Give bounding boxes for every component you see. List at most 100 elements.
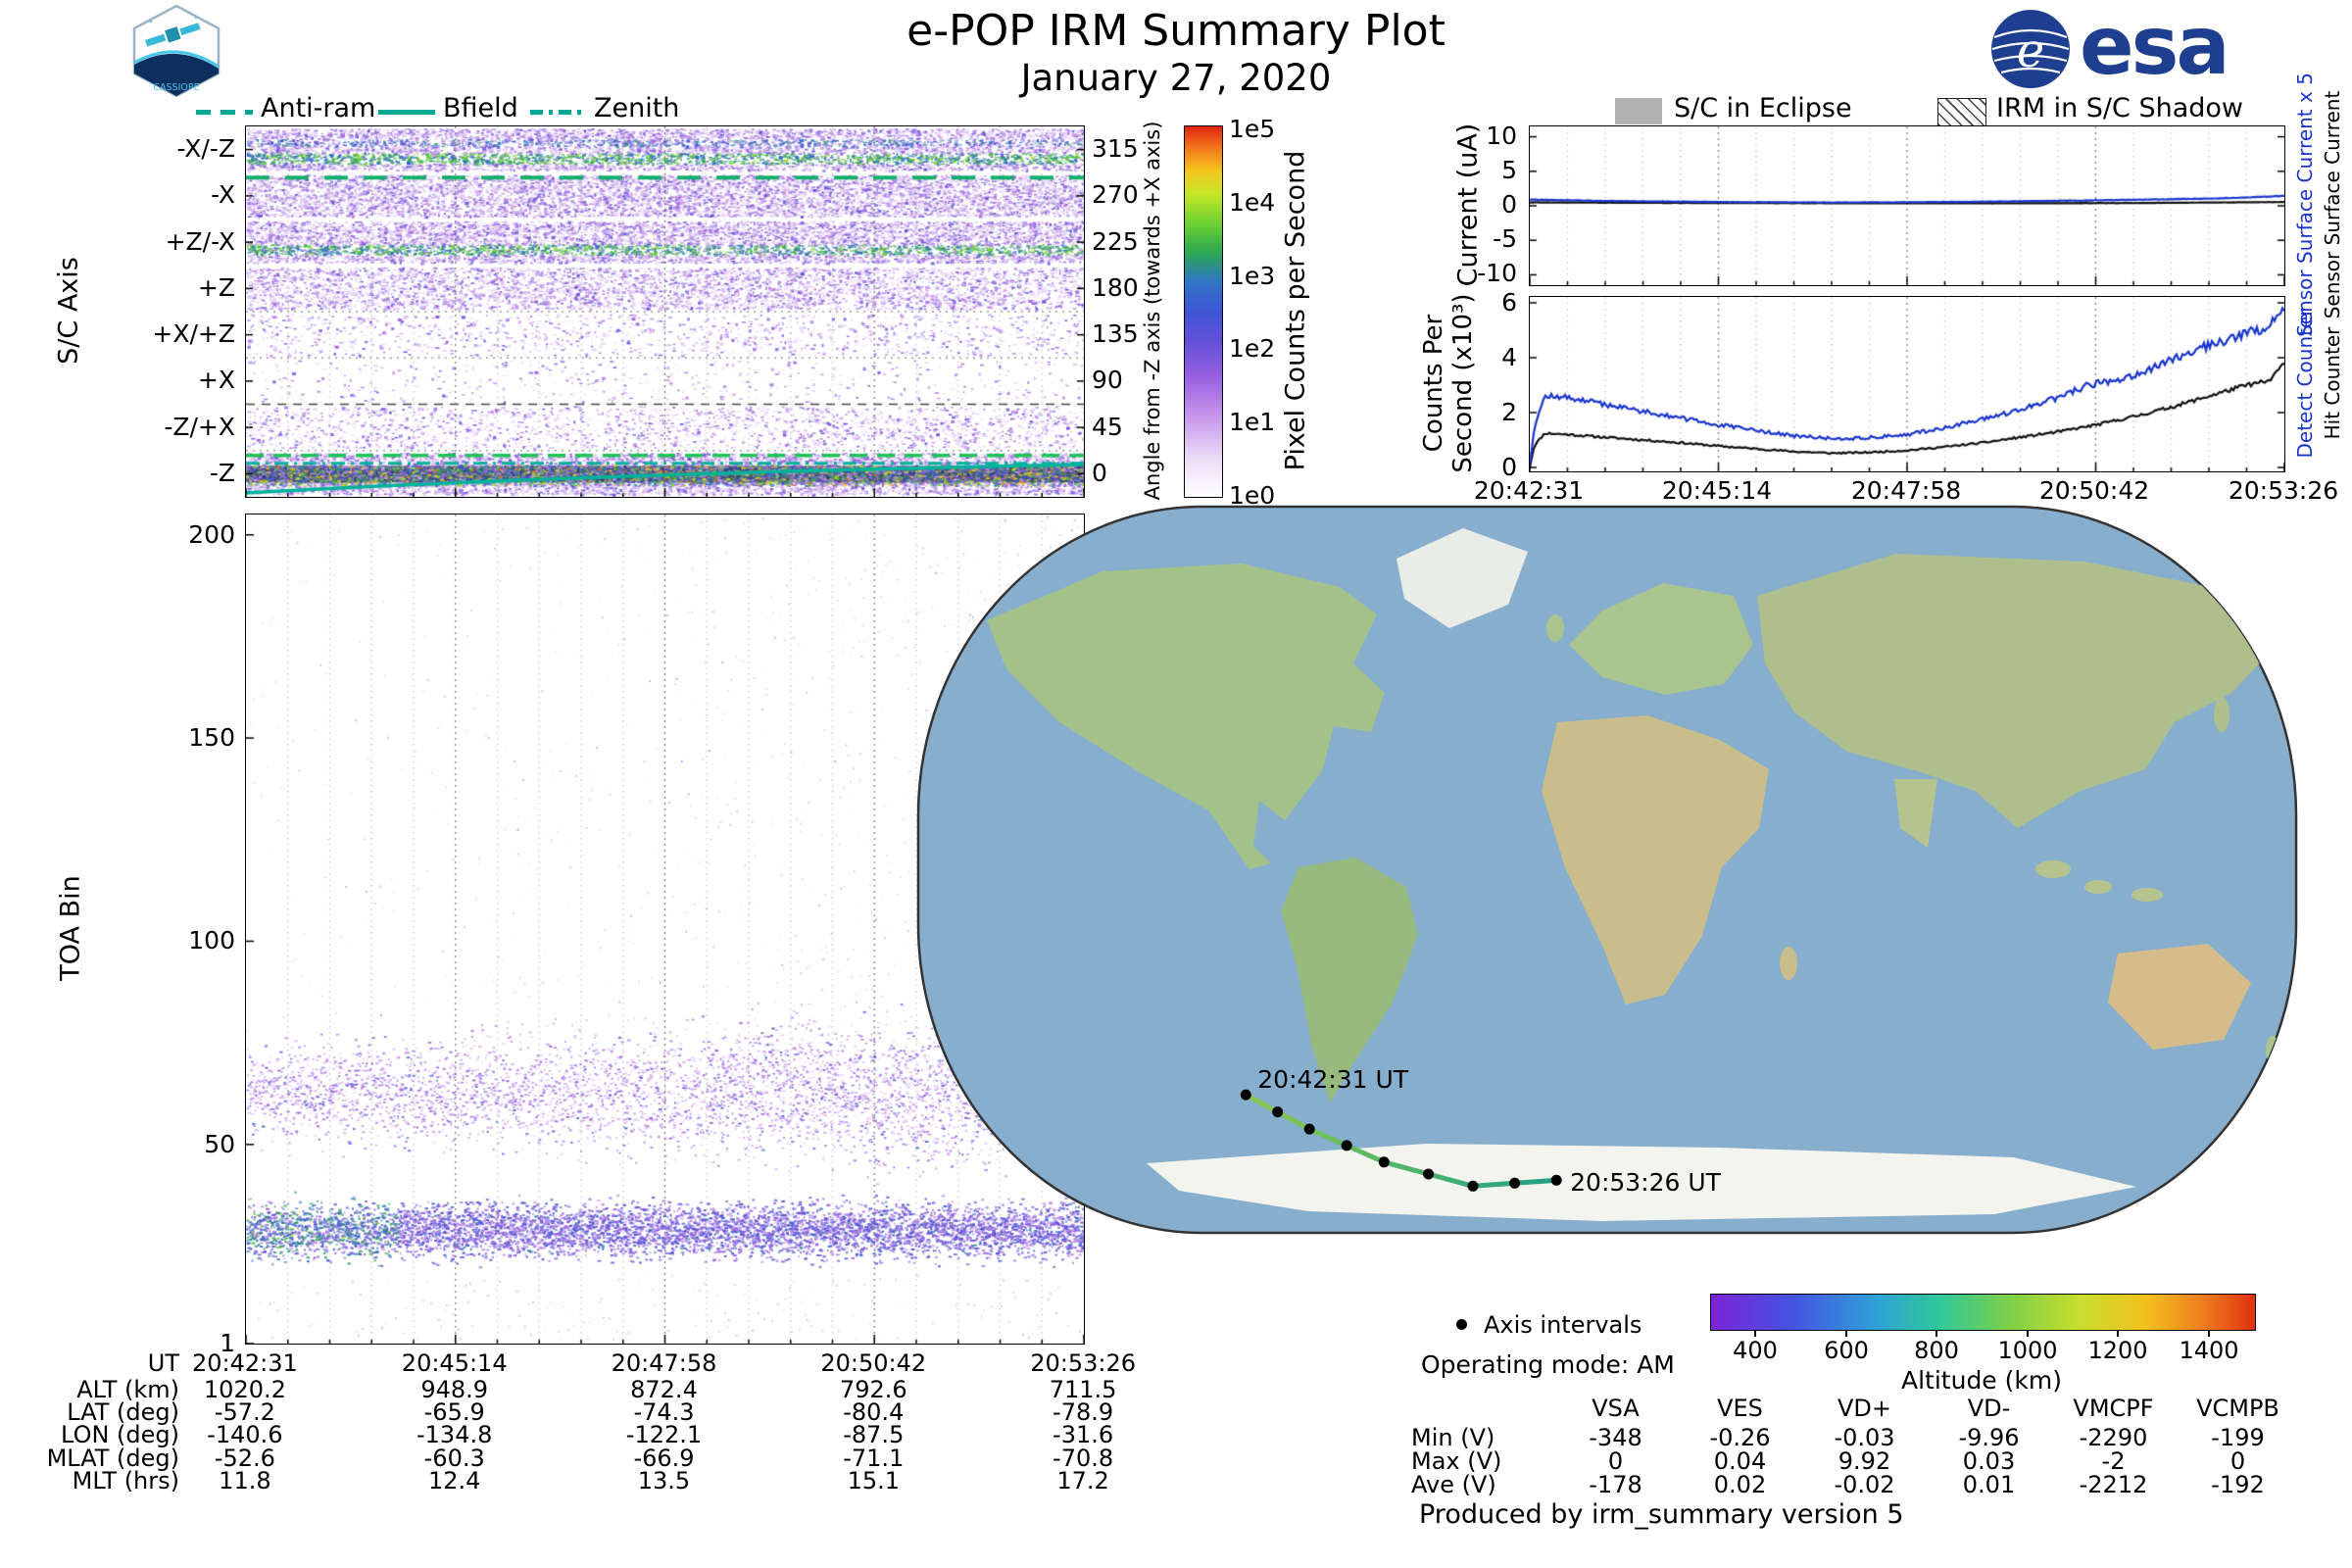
axis-tick-label: +X/+Z <box>152 319 235 348</box>
ephemeris-cell: -134.8 <box>416 1421 493 1449</box>
axis-tick-label: +X <box>197 366 235 394</box>
shadow-legend-label: IRM in S/C Shadow <box>1996 93 2244 123</box>
angle-tick-label: 45 <box>1092 413 1123 441</box>
ephemeris-cell: 948.9 <box>420 1376 489 1403</box>
toa-ylabel: TOA Bin <box>55 875 86 981</box>
ephemeris-cell: -71.1 <box>843 1444 905 1472</box>
ephemeris-cell: 872.4 <box>630 1376 698 1403</box>
toa-tick-label: 200 <box>188 520 235 549</box>
time-tick: 20:53:26 <box>2228 476 2339 505</box>
ephemeris-cell: -57.2 <box>214 1398 275 1427</box>
voltage-cell: 0 <box>1607 1447 1624 1475</box>
toa-tick-label: 1 <box>220 1329 235 1357</box>
voltage-table: VSA VES VD+ VD- VMCPF VCMPB Min (V) -348… <box>1411 1395 2300 1498</box>
voltage-cell: 0.03 <box>1962 1447 2016 1475</box>
ephemeris-cell: -80.4 <box>843 1398 905 1427</box>
ephemeris-cell: -31.6 <box>1053 1421 1114 1449</box>
voltage-cell: 0.04 <box>1713 1447 1767 1475</box>
pixel-colorbar-label: Pixel Counts per Second <box>1280 150 1311 471</box>
voltage-cell: -2 <box>2101 1447 2126 1475</box>
counter-rates-plot <box>1529 296 2285 472</box>
voltage-header: VCMPB <box>2196 1395 2279 1422</box>
alt-tick: 400 <box>1733 1337 1778 1364</box>
axis-tick-label: +Z/-X <box>165 227 235 256</box>
antiram-legend-label: Anti-ram <box>261 93 376 123</box>
ephemeris-cell: 711.5 <box>1049 1376 1117 1403</box>
voltage-header: VSA <box>1592 1395 1640 1422</box>
angle-axis-label: Angle from -Z axis (towards +X axis) <box>1141 121 1164 501</box>
voltage-row-label: Ave (V) <box>1411 1471 1496 1498</box>
ground-track <box>1240 1089 1562 1192</box>
ephemeris-cell: 20:42:31 <box>192 1349 298 1377</box>
voltage-row-label: Min (V) <box>1411 1424 1495 1451</box>
eclipse-swatch <box>1615 98 1662 124</box>
ephemeris-row-label: LON (deg) <box>61 1421 179 1449</box>
voltage-header: VMCPF <box>2073 1395 2154 1422</box>
esa-wordmark: esa <box>2080 0 2230 93</box>
current-tick: 5 <box>1501 156 1517 184</box>
axis-tick-label: -Z/+X <box>164 413 235 441</box>
ephemeris-cell: 12.4 <box>427 1466 481 1494</box>
time-tick: 20:50:42 <box>2038 476 2150 505</box>
shadow-hatch-swatch <box>1937 98 1986 126</box>
axis-tick-label: -X/-Z <box>176 134 235 163</box>
axis-tick-label: -X <box>211 180 235 209</box>
ephemeris-cell: 20:47:58 <box>611 1349 717 1377</box>
current-right-label-black: Sensor Surface Current <box>2321 90 2344 319</box>
ephemeris-cell: -65.9 <box>423 1398 485 1427</box>
ephemeris-cell: -70.8 <box>1053 1444 1114 1472</box>
colorbar-tick: 1e2 <box>1229 334 1276 363</box>
alt-tick: 1400 <box>2179 1337 2239 1364</box>
operating-mode-label: Operating mode: AM <box>1421 1350 1675 1379</box>
voltage-cell: -199 <box>2211 1424 2265 1451</box>
ephemeris-cell: 1020.2 <box>203 1376 286 1403</box>
bfield-legend-label: Bfield <box>443 93 518 123</box>
alt-tick-mark <box>1754 1330 1756 1337</box>
ephemeris-row-label: MLAT (deg) <box>46 1444 179 1472</box>
voltage-cell: -9.96 <box>1958 1424 2020 1451</box>
counts-right-label-black: Hit Counter <box>2321 326 2344 440</box>
current-right-label-blue: Sensor Surface Current x 5 <box>2293 73 2317 337</box>
voltage-cell: -178 <box>1589 1471 1642 1498</box>
ephemeris-cell: 20:50:42 <box>820 1349 927 1377</box>
counts-right-label-blue: Detect Counter <box>2293 308 2317 459</box>
ephemeris-table: UT 20:42:31 20:45:14 20:47:58 20:50:42 2… <box>0 1349 1188 1494</box>
alt-tick: 1200 <box>2087 1337 2148 1364</box>
colorbar-tick: 1e1 <box>1229 408 1276 436</box>
cassiope-wordmark: CASSIOPE <box>153 82 199 93</box>
axis-intervals-label: Axis intervals <box>1484 1311 1642 1339</box>
alt-tick: 1000 <box>1997 1337 2058 1364</box>
ephemeris-cell: -74.3 <box>633 1398 695 1427</box>
zenith-legend-label: Zenith <box>594 93 680 123</box>
current-ylabel: Current (uA) <box>1452 122 1484 287</box>
map-continents <box>987 528 2279 1221</box>
axis-tick-label: -Z <box>209 459 235 487</box>
ephemeris-row-label: LAT (deg) <box>67 1398 179 1427</box>
colorbar-tick: 1e3 <box>1229 262 1276 290</box>
current-tick: 10 <box>1486 122 1517 150</box>
voltage-cell: 0 <box>2230 1447 2246 1475</box>
voltage-header: VD+ <box>1837 1395 1891 1422</box>
cassiope-logo: CASSIOPE <box>132 4 220 98</box>
ephemeris-cell: -122.1 <box>625 1421 703 1449</box>
angle-tick-label: 270 <box>1092 180 1139 209</box>
alt-tick-mark <box>2208 1330 2210 1337</box>
colorbar-tick: 1e0 <box>1229 481 1276 510</box>
cassiope-satellite-icon <box>145 23 201 47</box>
ephemeris-cell: 13.5 <box>637 1466 691 1494</box>
voltage-cell: -0.02 <box>1834 1471 1895 1498</box>
bfield-legend-line <box>378 110 435 115</box>
angle-tick-label: 225 <box>1092 227 1139 256</box>
altitude-colorbar <box>1710 1294 2256 1331</box>
counts-tick: 4 <box>1501 343 1517 371</box>
angle-tick-label: 135 <box>1092 319 1139 348</box>
alt-tick: 600 <box>1824 1337 1869 1364</box>
axis-interval-dot <box>1456 1319 1467 1330</box>
angle-tick-label: 180 <box>1092 273 1139 302</box>
colorbar-tick: 1e4 <box>1229 188 1276 217</box>
eclipse-legend-label: S/C in Eclipse <box>1674 93 1852 123</box>
alt-tick-mark <box>2027 1330 2029 1337</box>
ephemeris-cell: -140.6 <box>207 1421 283 1449</box>
toa-tick-label: 150 <box>188 723 235 752</box>
